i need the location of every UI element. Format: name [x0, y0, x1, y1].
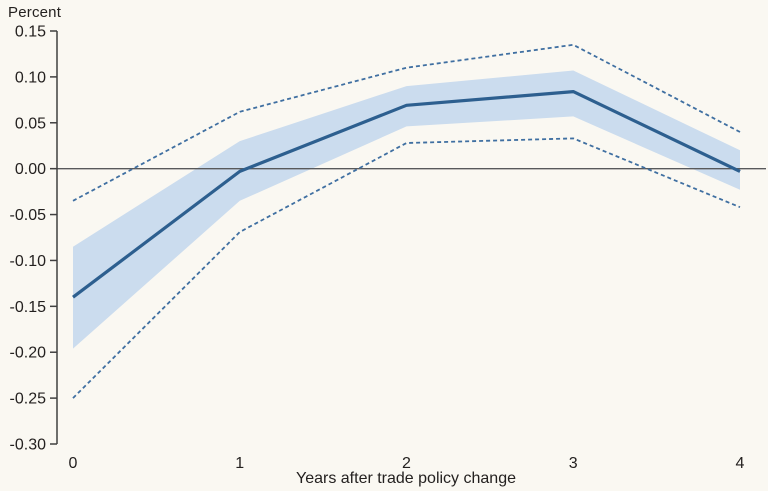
y-tick-label: 0.10: [15, 69, 46, 86]
x-tick-label: 1: [235, 455, 244, 472]
x-tick-label: 2: [402, 455, 411, 472]
y-tick-label: 0.05: [15, 115, 46, 132]
y-tick-label: 0.00: [15, 161, 46, 178]
y-tick-label: -0.30: [10, 437, 47, 454]
x-tick-label: 3: [569, 455, 578, 472]
y-tick-label: -0.20: [10, 345, 47, 362]
y-axis-title: Percent: [8, 4, 62, 21]
outer-dashed-lower-line: [72, 137, 741, 399]
outer-dashed-upper-line: [72, 43, 741, 202]
y-tick-label: 0.15: [15, 24, 46, 41]
y-tick-label: -0.05: [10, 207, 47, 224]
point-estimate-line: [72, 89, 741, 299]
y-tick-label: -0.15: [10, 299, 47, 316]
x-tick-label: 0: [69, 455, 78, 472]
confidence-band: [73, 70, 740, 349]
y-tick-label: -0.10: [10, 253, 47, 270]
x-tick-label: 4: [736, 455, 745, 472]
x-axis-title: Years after trade policy change: [296, 470, 516, 487]
y-tick-label: -0.25: [10, 391, 47, 408]
